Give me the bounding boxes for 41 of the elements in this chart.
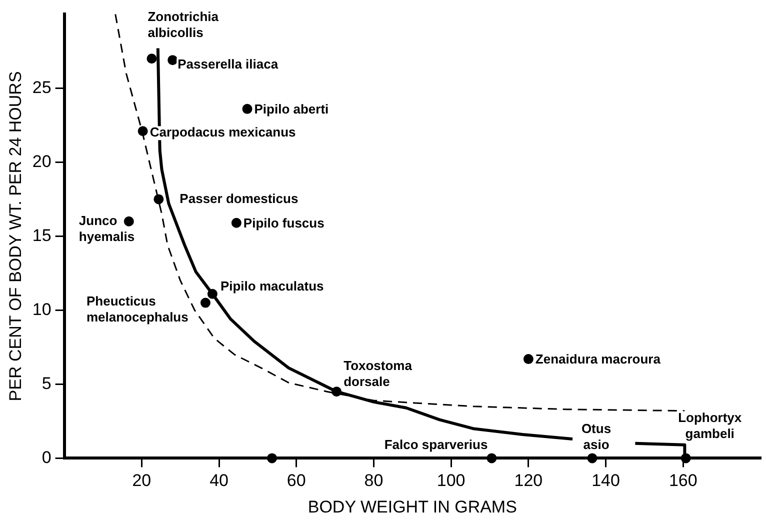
point <box>231 218 242 228</box>
annotation: Zonotrichia albicollis <box>148 9 220 40</box>
x-tick-label: 120 <box>514 471 543 490</box>
annotation: Zenaidura macroura <box>535 352 662 367</box>
y-tick-label: 0 <box>42 448 52 467</box>
y-tick-label: 15 <box>32 226 52 245</box>
x-tick-label: 140 <box>592 471 620 490</box>
point <box>523 354 534 364</box>
point <box>267 453 278 464</box>
point <box>124 216 134 226</box>
point <box>168 55 178 66</box>
point <box>486 453 497 464</box>
x-tick-label: 60 <box>286 471 306 490</box>
annotation: Junco hyemalis <box>78 212 135 244</box>
y-tick-label: 10 <box>32 300 52 319</box>
annotation: Pipilo fuscus <box>243 215 324 230</box>
x-axis-title: BODY WEIGHT IN GRAMS <box>308 497 517 516</box>
y-tick-label: 5 <box>42 374 52 393</box>
y-tick-label: 25 <box>32 78 52 97</box>
annotation: Carpodacus mexicanus <box>150 124 296 140</box>
point <box>587 453 598 464</box>
point <box>200 298 210 308</box>
x-tick-label: 20 <box>132 471 152 490</box>
annotation: Otus asio <box>581 420 612 452</box>
annotation: Toxostoma dorsale <box>344 358 413 390</box>
point <box>154 194 164 204</box>
x-tick-label: 40 <box>210 471 228 490</box>
annotation: Pipilo aberti <box>254 102 329 116</box>
annotation: Pipilo maculatus <box>220 278 324 294</box>
annotation: Lophortyx gambeli <box>678 410 742 441</box>
y-tick-label: 20 <box>32 152 52 171</box>
x-tick-label: 160 <box>668 471 698 490</box>
annotation: Pheucticus melanocephalus <box>86 293 188 324</box>
y-axis-title: PER CENT OF BODY WT. PER 24 HOURS <box>6 71 25 402</box>
annotation: Passerella iliaca <box>178 56 279 72</box>
x-tick-label: 100 <box>436 471 466 490</box>
annotation: Passer domesticus <box>180 190 298 206</box>
point <box>146 54 157 64</box>
point <box>242 104 252 114</box>
annotation: Falco sparverius <box>384 436 488 452</box>
x-tick-label: 80 <box>364 471 384 490</box>
